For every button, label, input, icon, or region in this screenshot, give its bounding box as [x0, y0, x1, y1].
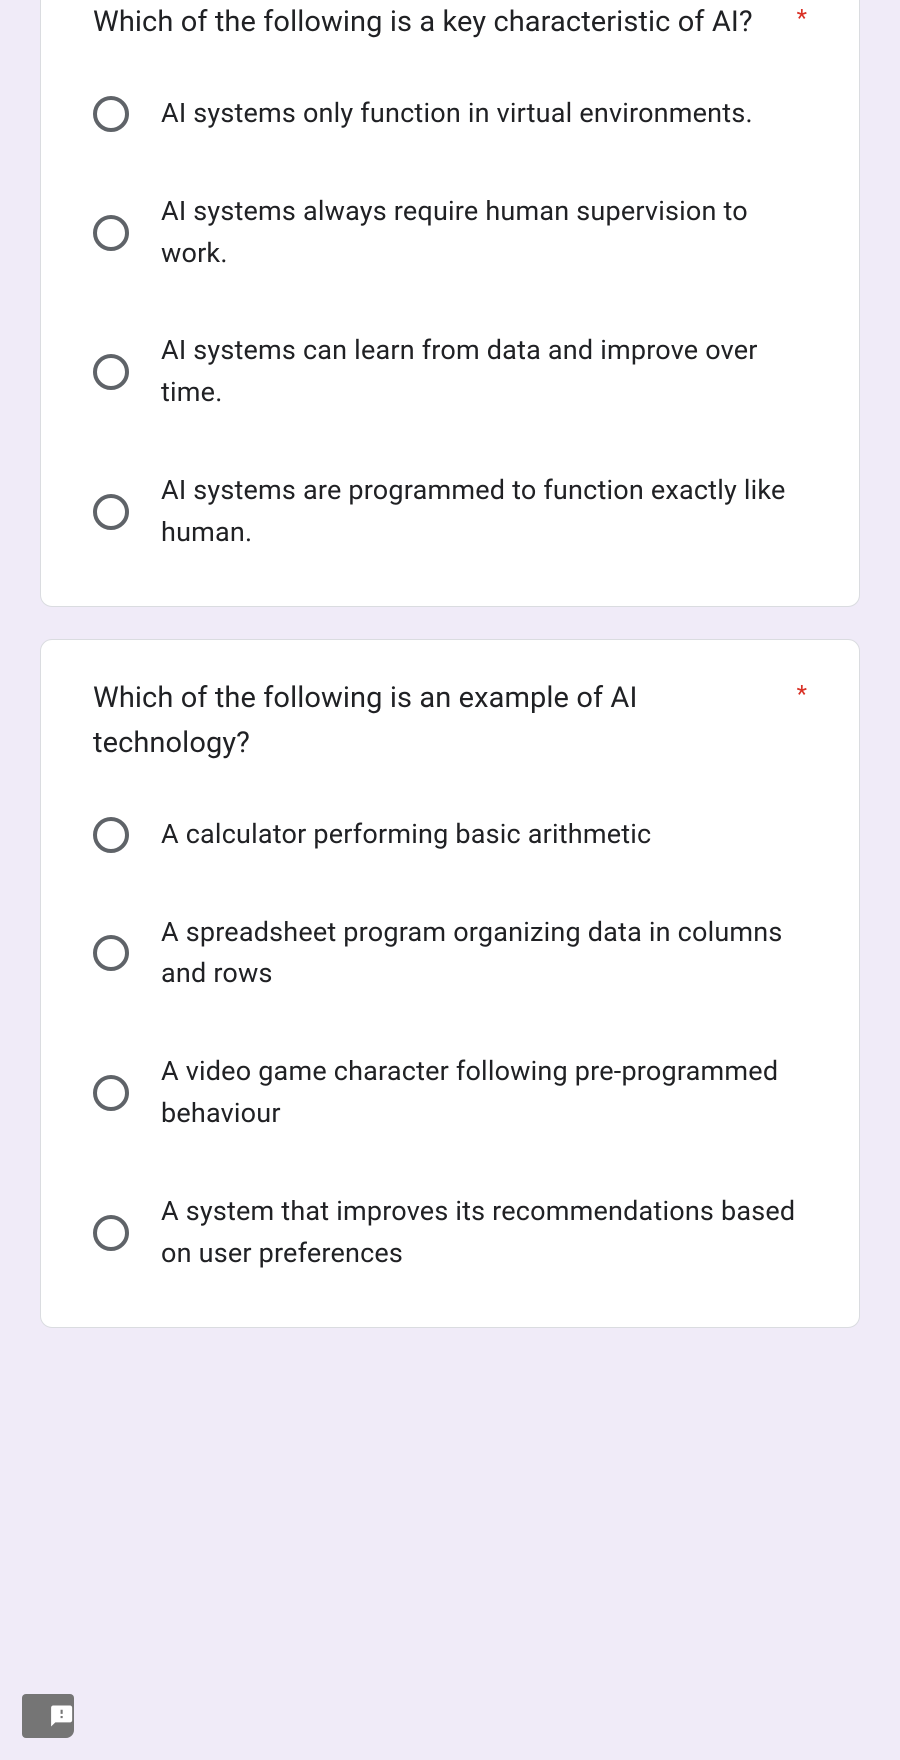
radio-icon[interactable]	[93, 215, 129, 251]
option-label: A video game character following pre-pro…	[161, 1051, 807, 1135]
option-row[interactable]: AI systems always require human supervis…	[93, 191, 807, 275]
required-asterisk: *	[797, 678, 807, 712]
option-row[interactable]: A calculator performing basic arithmetic	[93, 814, 807, 856]
question-text: Which of the following is a key characte…	[93, 0, 789, 45]
radio-icon[interactable]	[93, 1075, 129, 1111]
radio-icon[interactable]	[93, 494, 129, 530]
option-row[interactable]: AI systems can learn from data and impro…	[93, 330, 807, 414]
option-label: AI systems can learn from data and impro…	[161, 330, 807, 414]
question-card: Which of the following is a key characte…	[40, 0, 860, 607]
option-row[interactable]: AI systems only function in virtual envi…	[93, 93, 807, 135]
option-label: AI systems only function in virtual envi…	[161, 93, 753, 135]
question-card: Which of the following is an example of …	[40, 639, 860, 1328]
options-group: A calculator performing basic arithmetic…	[93, 814, 807, 1275]
option-label: AI systems are programmed to function ex…	[161, 470, 807, 554]
feedback-icon	[49, 1699, 74, 1733]
option-row[interactable]: A system that improves its recommendatio…	[93, 1191, 807, 1275]
radio-icon[interactable]	[93, 817, 129, 853]
radio-icon[interactable]	[93, 1215, 129, 1251]
question-text: Which of the following is an example of …	[93, 676, 789, 766]
feedback-button[interactable]	[22, 1694, 74, 1738]
question-header: Which of the following is an example of …	[93, 676, 807, 766]
required-asterisk: *	[797, 2, 807, 36]
option-row[interactable]: A spreadsheet program organizing data in…	[93, 912, 807, 996]
radio-icon[interactable]	[93, 96, 129, 132]
radio-icon[interactable]	[93, 354, 129, 390]
option-label: A system that improves its recommendatio…	[161, 1191, 807, 1275]
question-header: Which of the following is a key characte…	[93, 0, 807, 45]
option-label: A calculator performing basic arithmetic	[161, 814, 651, 856]
option-label: AI systems always require human supervis…	[161, 191, 807, 275]
radio-icon[interactable]	[93, 935, 129, 971]
option-label: A spreadsheet program organizing data in…	[161, 912, 807, 996]
options-group: AI systems only function in virtual envi…	[93, 93, 807, 554]
option-row[interactable]: A video game character following pre-pro…	[93, 1051, 807, 1135]
option-row[interactable]: AI systems are programmed to function ex…	[93, 470, 807, 554]
